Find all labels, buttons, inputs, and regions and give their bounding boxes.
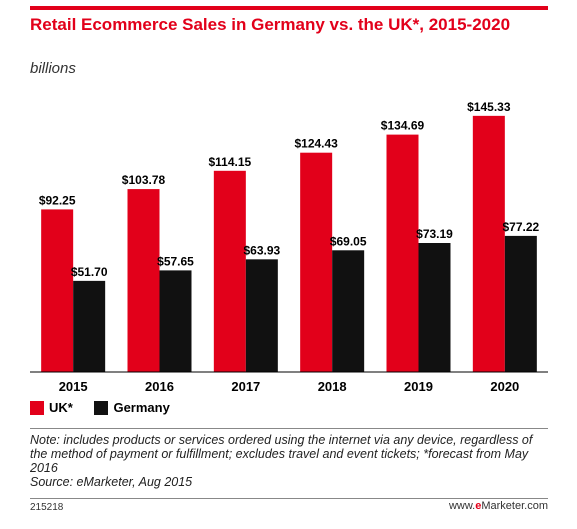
bar-uk-2018 (300, 152, 333, 372)
data-label-uk-2015: $92.25 (39, 193, 76, 207)
legend: UK* Germany (30, 400, 188, 420)
chart-title: Retail Ecommerce Sales in Germany vs. th… (30, 15, 511, 34)
brand-prefix: www. (448, 500, 476, 512)
data-label-uk-2020: $145.33 (467, 100, 511, 114)
legend-label-germany: Germany (113, 400, 170, 415)
bar-uk-2017 (213, 170, 246, 372)
bar-germany-2016 (159, 270, 192, 372)
x-tick-label-2019: 2019 (404, 379, 433, 394)
bar-germany-2015 (73, 280, 106, 372)
bar-chart: $92.25 $51.70 2015 $103.78 $57.65 2016 $114.15… (30, 100, 548, 394)
data-label-germany-2020: $77.22 (502, 220, 539, 234)
x-tick-label-2020: 2020 (490, 379, 519, 394)
bar-germany-2018 (332, 250, 365, 372)
chart-note: Note: includes products or services orde… (30, 433, 548, 489)
data-label-germany-2017: $63.93 (243, 243, 280, 257)
legend-label-uk: UK* (49, 400, 73, 415)
data-label-uk-2016: $103.78 (122, 173, 166, 187)
title-accent-bar (30, 6, 548, 10)
data-label-germany-2018: $69.05 (330, 234, 367, 248)
bar-uk-2015 (41, 209, 74, 372)
data-label-uk-2018: $124.43 (294, 137, 338, 151)
note-text: Note: includes products or services orde… (30, 433, 533, 475)
data-label-germany-2015: $51.70 (71, 265, 108, 279)
data-label-uk-2019: $134.69 (381, 119, 425, 133)
source-text: Source: eMarketer, Aug 2015 (30, 475, 193, 489)
legend-item-uk: UK* (30, 400, 73, 415)
x-tick-label-2016: 2016 (145, 379, 174, 394)
bar-uk-2020 (472, 115, 505, 373)
divider-bottom (30, 498, 548, 499)
legend-swatch-uk (30, 400, 44, 415)
brand-link[interactable]: www.eMarketer.com (449, 500, 548, 512)
bar-uk-2016 (127, 189, 160, 372)
bar-germany-2017 (245, 259, 278, 372)
brand-rest: Marketer.com (481, 500, 548, 512)
legend-swatch-germany (94, 400, 109, 415)
divider-top (30, 428, 548, 429)
data-label-germany-2016: $57.65 (157, 254, 194, 268)
data-label-germany-2019: $73.19 (416, 227, 453, 241)
bar-uk-2019 (386, 134, 419, 372)
bar-germany-2020 (504, 235, 537, 372)
brand-e: e (475, 500, 482, 512)
x-tick-label-2018: 2018 (318, 379, 347, 394)
plot-area (30, 84, 548, 372)
x-tick-label-2015: 2015 (59, 379, 88, 394)
chart-subtitle: billions (30, 60, 76, 77)
data-label-uk-2017: $114.15 (208, 155, 251, 169)
chart-id: 215218 (30, 502, 64, 513)
legend-item-germany: Germany (94, 400, 170, 415)
bar-germany-2019 (418, 243, 451, 372)
x-tick-label-2017: 2017 (231, 379, 260, 394)
